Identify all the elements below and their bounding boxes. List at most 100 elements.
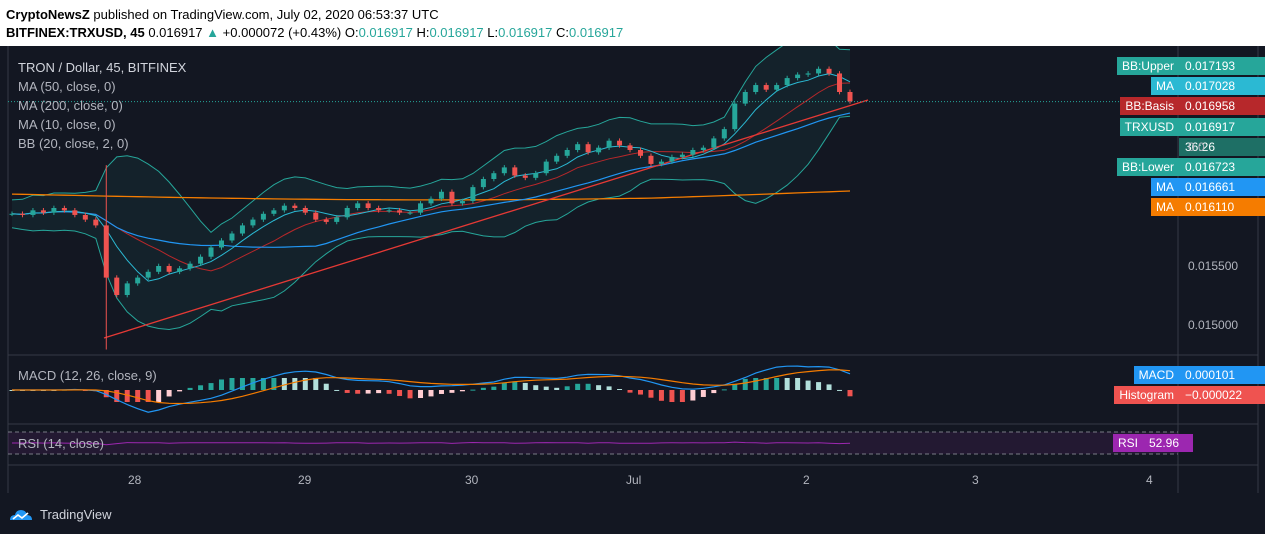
candle-body [774, 85, 780, 90]
signal-line [12, 369, 851, 405]
candle-body [302, 208, 308, 213]
macd-histogram-bar [365, 390, 371, 394]
candle-body [627, 145, 633, 150]
macd-histogram-bar [575, 383, 581, 390]
candle-body [837, 73, 843, 92]
bb-fill [12, 46, 850, 330]
candle-body [585, 144, 591, 153]
tradingview-logo[interactable]: TradingView [8, 506, 112, 522]
candle-body [198, 256, 204, 264]
candle-body [480, 179, 486, 188]
high-label: H: [416, 25, 430, 40]
candle-body [690, 150, 696, 155]
candle-body [323, 219, 329, 222]
candle-body [522, 175, 528, 178]
macd-histogram-bar [826, 384, 832, 390]
candle-body [459, 201, 465, 204]
bb-upper-line [11, 46, 851, 233]
tradingview-cloud-icon [10, 510, 32, 520]
macd-histogram-bar [260, 378, 266, 390]
ma50-line [11, 112, 851, 248]
candle-body [721, 129, 727, 139]
price-label-name: MA [1151, 198, 1179, 216]
macd-histogram-bar [847, 390, 853, 397]
candle-body [82, 214, 88, 220]
open-value: 0.016917 [358, 25, 413, 40]
price-label-value: 0.016661 [1179, 178, 1265, 196]
candle-body [124, 283, 130, 295]
macd-histogram-bar [554, 387, 560, 390]
macd-histogram-bar [334, 389, 340, 391]
brand-name: TradingView [40, 506, 112, 522]
macd-histogram-bar [585, 383, 591, 390]
macd-histogram-bar [512, 381, 518, 390]
price-label-name: BB:Lower [1116, 158, 1179, 176]
candle-body [826, 68, 832, 74]
candle-body [344, 208, 350, 218]
symbol-line: BITFINEX:TRXUSD, 45 0.016917 ▲ +0.000072… [6, 25, 623, 40]
price-label-name: TRXUSD [1119, 118, 1179, 136]
macd-histogram-bar [617, 389, 623, 391]
macd-histogram-bar [784, 378, 790, 390]
price-label-bb-upper: BB:Upper 0.017193 [1116, 57, 1265, 75]
footer: TradingView [0, 493, 1265, 534]
x-tick-2: 2 [803, 473, 810, 487]
ma10-line [11, 73, 851, 282]
macd-histogram-bar [208, 383, 214, 390]
publish-line: CryptoNewsZ published on TradingView.com… [6, 7, 439, 22]
price-label-name: MA [1151, 77, 1179, 95]
candle-body [543, 161, 549, 174]
candle-body [575, 144, 581, 150]
macd-label-value: 0.000101 [1179, 366, 1265, 384]
y-tick-15000: 0.015000 [1188, 318, 1239, 332]
rsi-label: RSI 52.96 [1112, 434, 1229, 452]
candle-body [219, 240, 224, 248]
candle-body [501, 167, 507, 174]
price-label-value: 0.016723 [1179, 158, 1265, 176]
rsi-label-value: 52.96 [1143, 434, 1193, 452]
macd-histogram-bar [795, 378, 801, 390]
macd-histogram-bar [837, 389, 843, 391]
macd-histogram-bar [501, 382, 507, 390]
candle-body [376, 208, 382, 211]
price-label-value: 0.016110 [1179, 198, 1265, 216]
macd-label-macd: MACD 0.000101 [1133, 366, 1265, 384]
macd-histogram-bar [177, 390, 183, 392]
published-text: published on TradingView.com, July 02, 2… [89, 7, 439, 22]
legend-ma50: MA (50, close, 0) [18, 79, 116, 94]
author-name[interactable]: CryptoNewsZ [6, 7, 90, 22]
macd-label-name: Histogram [1114, 386, 1179, 404]
candle-body [135, 277, 141, 284]
macd-histogram-bar [271, 378, 277, 390]
macd-histogram-bar [596, 385, 602, 390]
candle-body [816, 68, 822, 74]
macd-histogram-bar [690, 390, 696, 401]
candle-body [438, 191, 444, 199]
x-tick-3: 3 [972, 473, 979, 487]
candle-body [784, 78, 790, 86]
candle-body [700, 147, 706, 150]
publish-header: CryptoNewsZ published on TradingView.com… [0, 0, 1265, 46]
macd-histogram-bar [679, 390, 685, 402]
candle-body [72, 210, 78, 215]
chart-canvas[interactable] [0, 46, 1265, 493]
candle-body [805, 73, 811, 75]
candle-body [617, 140, 623, 146]
high-value: 0.016917 [429, 25, 484, 40]
price-label-bb-lower: BB:Lower 0.016723 [1116, 158, 1265, 176]
macd-histogram-bar [281, 378, 287, 390]
rsi-label-name: RSI [1112, 434, 1143, 452]
macd-histogram-bar [344, 390, 350, 393]
macd-label-histogram: Histogram −0.000022 [1114, 386, 1265, 404]
candle-body [386, 210, 392, 212]
macd-histogram-bar [428, 390, 434, 397]
candle-body [397, 210, 403, 213]
candle-body [145, 271, 151, 278]
macd-histogram-bar [763, 378, 769, 390]
candle-body [250, 219, 256, 226]
x-tick-29: 29 [298, 473, 312, 487]
macd-histogram-bar [627, 390, 633, 393]
macd-histogram-bar [438, 390, 444, 394]
candle-body [679, 154, 685, 157]
macd-histogram-bar [753, 378, 759, 390]
